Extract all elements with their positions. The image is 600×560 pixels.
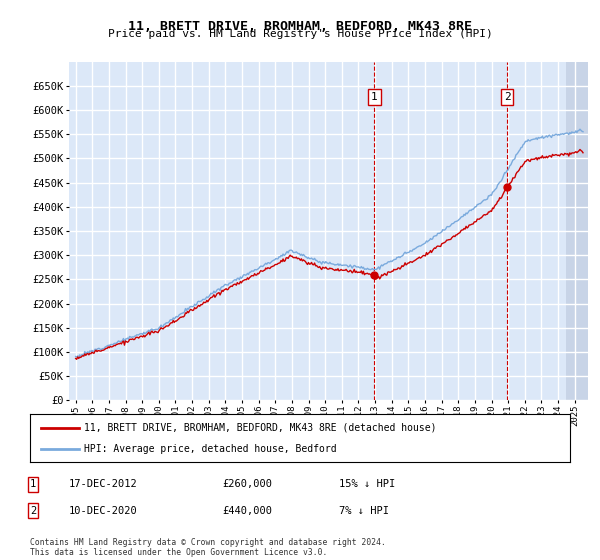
Text: 1: 1 [30,479,36,489]
Text: 2: 2 [30,506,36,516]
Bar [566,62,600,400]
Text: 7% ↓ HPI: 7% ↓ HPI [339,506,389,516]
Text: Contains HM Land Registry data © Crown copyright and database right 2024.
This d: Contains HM Land Registry data © Crown c… [30,538,386,557]
Text: 11, BRETT DRIVE, BROMHAM, BEDFORD, MK43 8RE (detached house): 11, BRETT DRIVE, BROMHAM, BEDFORD, MK43 … [84,423,437,433]
Text: HPI: Average price, detached house, Bedford: HPI: Average price, detached house, Bedf… [84,444,337,454]
Text: £440,000: £440,000 [222,506,272,516]
Text: £260,000: £260,000 [222,479,272,489]
Text: Price paid vs. HM Land Registry's House Price Index (HPI): Price paid vs. HM Land Registry's House … [107,29,493,39]
Text: 11, BRETT DRIVE, BROMHAM, BEDFORD, MK43 8RE: 11, BRETT DRIVE, BROMHAM, BEDFORD, MK43 … [128,20,472,32]
Text: 17-DEC-2012: 17-DEC-2012 [69,479,138,489]
Text: 1: 1 [371,92,378,102]
Text: 15% ↓ HPI: 15% ↓ HPI [339,479,395,489]
Text: 10-DEC-2020: 10-DEC-2020 [69,506,138,516]
Text: 2: 2 [504,92,511,102]
